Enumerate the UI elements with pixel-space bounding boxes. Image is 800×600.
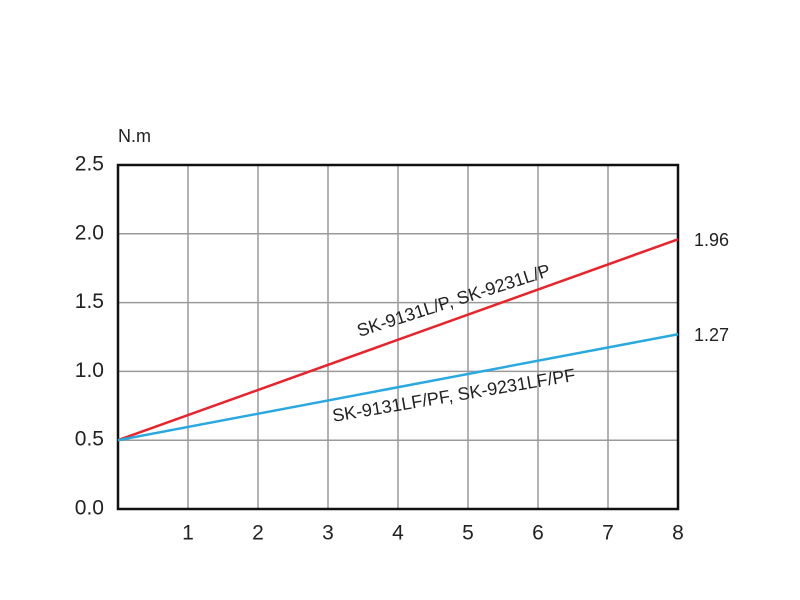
data-label: 1.96 (694, 230, 729, 250)
y-tick-label: 1.0 (75, 359, 104, 382)
series-line (117, 238, 679, 442)
y-tick-label: 0.5 (75, 428, 104, 451)
x-tick-label: 5 (462, 522, 474, 545)
series-name: SK-9131LF/PF, SK-9231LF/PF (331, 365, 577, 426)
x-tick-label: 8 (672, 522, 684, 545)
y-axis-label: N.m (118, 126, 151, 146)
x-tick-label: 7 (602, 522, 614, 545)
x-tick-label: 2 (252, 522, 264, 545)
x-tick-label: 6 (532, 522, 544, 545)
y-tick-label: 1.5 (75, 290, 104, 313)
x-tick-label: 3 (322, 522, 334, 545)
x-tick-label: 1 (182, 522, 194, 545)
series-line (117, 333, 679, 442)
x-tick-label: 4 (392, 522, 404, 545)
y-tick-label: 2.5 (75, 153, 104, 176)
y-tick-label: 0.0 (75, 497, 104, 520)
data-label: 1.27 (694, 325, 729, 345)
series-name: SK-9131L/P, SK-9231L/P (354, 260, 552, 341)
y-tick-label: 2.0 (75, 221, 104, 244)
plot-frame (116, 163, 680, 511)
